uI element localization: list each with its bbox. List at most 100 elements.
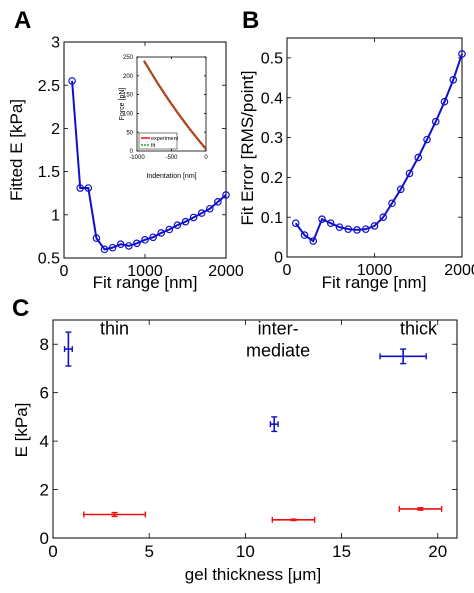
panel-letter-c: C: [12, 295, 29, 322]
panel-letter-a: A: [14, 7, 31, 34]
panel-c-ytick-label: 2: [40, 481, 49, 500]
panel-c-ytick-label: 8: [40, 335, 49, 354]
panel-b-xtick-label: 0: [283, 262, 292, 279]
panel-c-annotation: mediate: [246, 340, 310, 360]
panel-b-data-point: [318, 215, 326, 223]
panel-c-error-bar-point: [269, 416, 279, 433]
panel-a-x-label: Fit range [nm]: [93, 273, 198, 292]
panel-b-ytick-label: 0.1: [261, 210, 283, 227]
panel-letter-b: B: [242, 7, 259, 34]
panel-a-data-point: [84, 184, 93, 192]
panel-c-y-ticks: 0 2 4 6 8: [40, 335, 457, 548]
inset-fit-curve: [143, 60, 207, 150]
panel-b-data-point: [388, 199, 396, 208]
panel-a-data-point: [76, 184, 85, 192]
panel-b-data-point: [405, 169, 414, 178]
inset-background: [116, 50, 210, 188]
panel-b-data-point: [449, 76, 458, 84]
panel-b-data-point: [335, 223, 344, 231]
panel-a-data-point: [222, 191, 230, 199]
panel-b-data-point: [396, 185, 405, 194]
panel-a-data-point: [141, 236, 149, 244]
panel-c-ytick-label: 0: [40, 529, 49, 548]
panel-b-ytick-label: 0.5: [261, 51, 283, 68]
panel-c-annotation: inter-: [258, 319, 299, 339]
panel-c-xtick-label: 0: [48, 542, 57, 561]
panel-b-ytick-label: 0: [274, 250, 283, 267]
panel-b-ytick-label: 0.3: [261, 130, 283, 147]
panel-a-y-label: Fitted E [kPa]: [7, 99, 26, 201]
panel-b-axes-box: [286, 37, 463, 258]
panel-a-chart: 0.511.522.53 0 1000 2000 Fit range [nm] Fi…: [7, 35, 244, 292]
panel-b-data-point: [300, 231, 309, 239]
inset-ytick-label: 50: [126, 130, 133, 136]
inset-xtick-label: -1000: [129, 155, 145, 161]
panel-a-ytick-label: 1: [51, 207, 60, 224]
panel-c-annotations: thin inter-mediate thick: [100, 319, 438, 361]
panel-c-annotation: thick: [400, 319, 438, 339]
panel-c-ytick-label: 6: [40, 384, 49, 403]
panel-c-error-bar-point: [271, 516, 316, 523]
panel-a-data-point: [157, 229, 166, 237]
legend-fit-label: fit: [151, 143, 156, 149]
panel-a-ytick-label: 3: [51, 35, 60, 52]
panel-b-y-label: Fit Error [RMS/point]: [238, 71, 257, 226]
panel-b-data-point: [458, 50, 466, 58]
panel-c-xtick-label: 20: [428, 542, 447, 561]
inset-legend: experiment fit: [138, 132, 179, 150]
panel-b-ytick-label: 0.2: [261, 170, 283, 187]
panel-a-data-point: [125, 242, 133, 250]
panel-b-chart: 0 0.1 0.2 0.3 0.4 0.5 0 1000 2000 Fit range [nm…: [238, 37, 474, 292]
panel-b-x-ticks: 0 1000 2000: [283, 38, 474, 279]
inset-ytick-label: 150: [123, 93, 134, 99]
panel-b-data-point: [379, 213, 388, 221]
inset-ytick-label: 100: [123, 112, 134, 118]
inset-ytick-label: 250: [123, 55, 134, 61]
panel-a-series: [68, 77, 230, 254]
panel-a-y-ticks: 0.5 1 1.5 2 2.5 3: [38, 35, 226, 268]
panel-b-x-label: Fit range [nm]: [322, 273, 427, 292]
panel-a-data-point: [197, 209, 206, 217]
inset-curves: [142, 60, 207, 150]
panel-b-data-point: [440, 97, 449, 106]
panel-a-data-point: [108, 243, 117, 252]
panel-a-data-point: [149, 233, 157, 242]
panel-a-data-point: [116, 240, 125, 248]
panel-b-xtick-label: 1000: [357, 262, 393, 279]
panel-c-error-bar-point: [63, 331, 73, 367]
inset-x-label: Indentation [nm]: [146, 173, 196, 180]
inset-y-ticks: 0 50 100 150 200 250: [123, 55, 206, 155]
panel-a-data-point: [189, 213, 198, 222]
panel-c-y-label: E [kPa]: [12, 403, 31, 458]
panel-c-x-ticks: 0 5 10 15 20: [48, 320, 447, 561]
panel-a-ytick-label: 1.5: [38, 164, 60, 181]
panel-b-data-point: [423, 135, 431, 144]
panel-c-xtick-label: 10: [236, 542, 255, 561]
panel-c-ytick-label: 4: [40, 432, 49, 451]
panel-a-inset: 0 50 100 150 200 250 -1000 -500 0 Indentation […: [116, 50, 210, 188]
inset-xtick-label: 0: [204, 155, 208, 161]
panel-b-data-point: [309, 237, 318, 245]
panel-a-data-point: [173, 221, 182, 229]
panel-a-x-ticks: 0 1000 2000: [60, 42, 244, 280]
panel-a-ytick-label: 0.5: [38, 251, 60, 268]
panel-b-xtick-label: 2000: [444, 262, 474, 279]
panel-a-ytick-label: 2: [51, 121, 60, 138]
panel-a-series-line: [71, 80, 227, 251]
panel-a-data-point: [181, 217, 190, 226]
panel-c-chart: 0 2 4 6 8 0 5 10 15 20 thin inter-mediate thick ge…: [12, 319, 458, 584]
inset-y-label: Force [pN]: [119, 88, 126, 121]
panel-b-ytick-label: 0.4: [261, 90, 283, 107]
panel-b-data-point: [353, 226, 361, 234]
inset-x-ticks: -1000 -500 0: [129, 57, 208, 161]
panel-a-data-point: [133, 239, 141, 248]
panel-a-data-point: [214, 198, 222, 206]
panel-b-series: [291, 50, 466, 245]
panel-b-data-point: [431, 117, 440, 126]
inset-ytick-label: 200: [123, 74, 134, 80]
panel-b-data-point: [291, 219, 300, 227]
legend-experiment-label: experiment: [151, 136, 179, 142]
panel-a-xtick-label: 2000: [208, 263, 244, 280]
panel-b-data-point: [361, 225, 370, 233]
